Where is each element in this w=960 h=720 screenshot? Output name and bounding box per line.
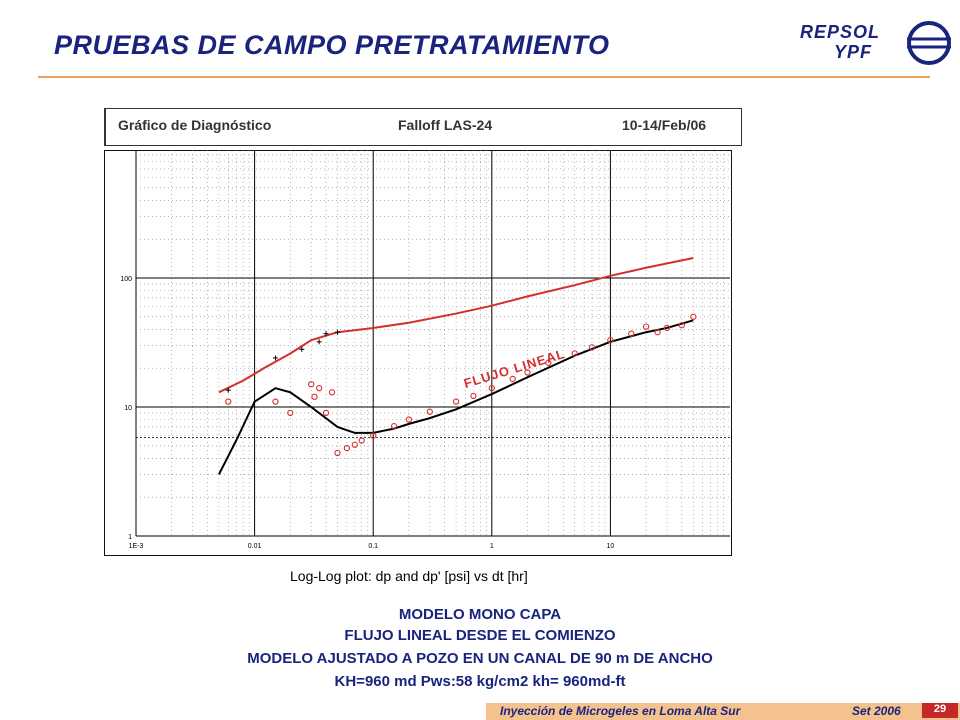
chart-header-test: Falloff LAS-24 — [398, 117, 493, 133]
data-point-circle — [524, 369, 531, 376]
caption-line-3: MODELO AJUSTADO A POZO EN UN CANAL DE 90… — [247, 650, 713, 667]
x-tick-label: 0.1 — [368, 543, 378, 550]
footer-bar — [486, 703, 960, 720]
y-tick-label: 1 — [128, 534, 132, 541]
repsol-ypf-logo: REPSOL YPF — [800, 16, 960, 70]
series-line-0 — [218, 256, 694, 394]
plot-frame — [104, 150, 732, 556]
data-point-circle — [287, 409, 294, 417]
data-point-circle — [308, 381, 315, 388]
caption-line-2: FLUJO LINEAL DESDE EL COMIENZO — [344, 627, 616, 644]
data-point-cross — [299, 346, 305, 352]
data-point-circle — [654, 329, 661, 336]
y-tick-label: 100 — [120, 276, 132, 283]
data-point-circle — [328, 389, 336, 396]
data-point-circle — [351, 441, 358, 448]
data-point-circle — [628, 330, 635, 337]
logo-text-repsol: REPSOL — [800, 22, 881, 42]
data-point-circle — [225, 398, 232, 405]
data-point-circle — [426, 408, 433, 415]
x-axis-label: Log-Log plot: dp and dp' [psi] vs dt [hr… — [290, 568, 528, 584]
slide-title: PRUEBAS DE CAMPO PRETRATAMIENTO — [54, 30, 610, 60]
data-point-circle — [545, 359, 552, 366]
data-point-circle — [470, 392, 477, 400]
data-point-circle — [334, 449, 341, 457]
data-point-circle — [315, 384, 323, 392]
data-point-cross — [316, 339, 322, 345]
footer-title: Inyección de Microgeles en Loma Alta Sur — [500, 704, 741, 718]
data-point-circle — [571, 350, 578, 357]
data-point-circle — [607, 336, 614, 344]
chart-header-box: Gráfico de Diagnóstico Falloff LAS-24 10… — [104, 108, 742, 146]
data-point-circle — [322, 409, 330, 417]
data-point-circle — [405, 416, 413, 423]
data-point-circle — [390, 423, 398, 430]
x-tick-label: 10 — [607, 543, 615, 550]
chart-header-date: 10-14/Feb/06 — [622, 117, 707, 133]
data-point-circle — [272, 398, 279, 405]
data-point-cross — [334, 329, 340, 335]
data-point-circle — [642, 323, 650, 330]
y-tick-label: 10 — [124, 405, 132, 412]
logo-text-ypf: YPF — [834, 42, 873, 62]
data-point-cross — [225, 387, 231, 393]
data-point-cross — [272, 355, 278, 361]
data-point-circle — [343, 444, 351, 452]
x-tick-label: 1 — [490, 543, 494, 550]
data-point-circle — [488, 384, 495, 392]
data-point-circle — [311, 393, 318, 400]
page-number: 29 — [922, 703, 958, 718]
data-point-circle — [663, 324, 671, 332]
data-point-cross — [323, 331, 329, 337]
footer-date: Set 2006 — [852, 704, 901, 718]
x-tick-label: 0.01 — [248, 543, 262, 550]
data-point-circle — [452, 398, 460, 405]
logo-emblem-icon — [907, 21, 951, 65]
data-point-circle — [588, 344, 596, 351]
data-point-circle — [678, 322, 685, 329]
chart-header-label: Gráfico de Diagnóstico — [118, 117, 272, 133]
x-tick-label: 1E-3 — [129, 543, 144, 550]
data-point-circle — [690, 313, 697, 320]
data-point-circle — [358, 437, 365, 444]
caption-line-4: KH=960 md Pws:58 kg/cm2 kh= 960md-ft — [334, 673, 626, 690]
data-point-circle — [370, 432, 377, 439]
title-divider — [38, 76, 930, 78]
series-line-2 — [218, 319, 694, 475]
caption-line-1: MODELO MONO CAPA — [398, 606, 562, 623]
data-point-circle — [509, 375, 516, 383]
